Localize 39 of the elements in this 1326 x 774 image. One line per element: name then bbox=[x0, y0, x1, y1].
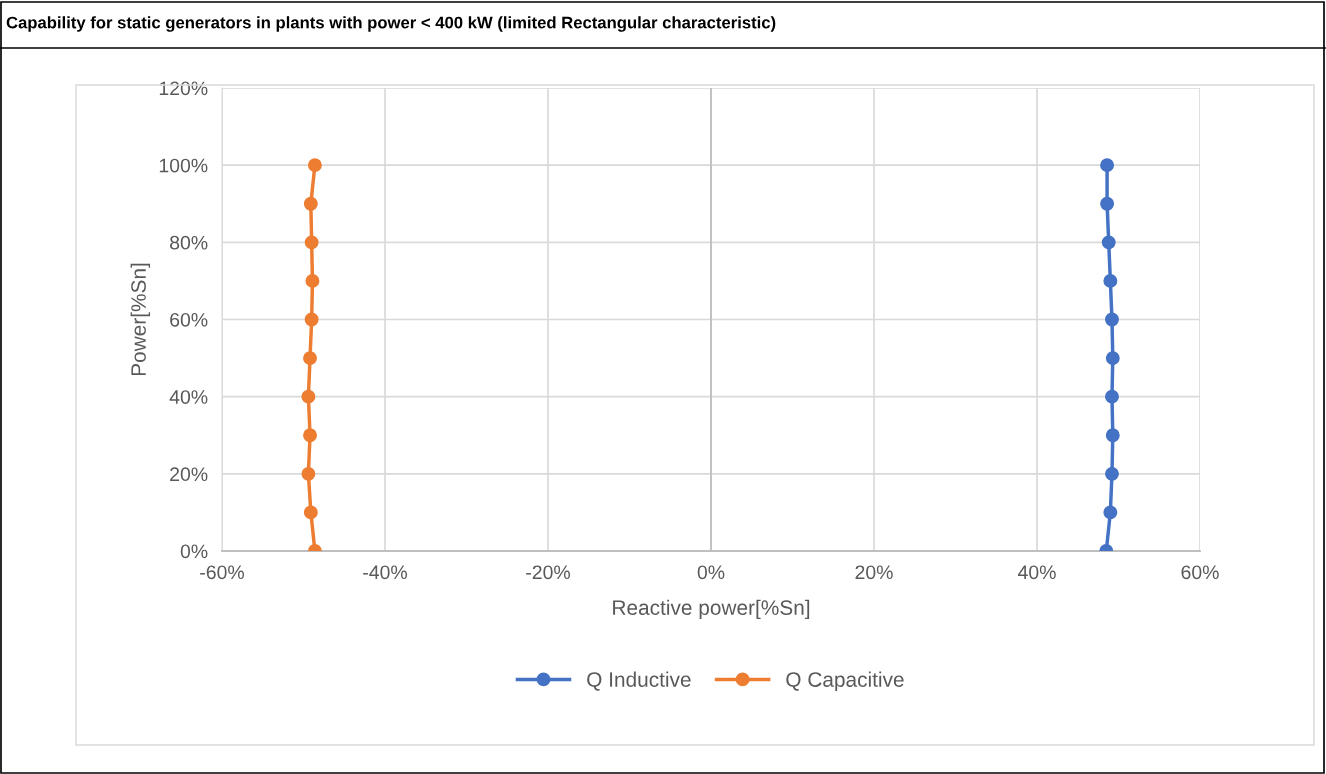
point bbox=[1103, 505, 1118, 520]
point bbox=[1105, 428, 1120, 443]
point bbox=[307, 158, 322, 173]
y-tick-label: 0% bbox=[180, 544, 208, 559]
point bbox=[301, 389, 316, 404]
point bbox=[1100, 196, 1115, 211]
y-tick-label: 120% bbox=[159, 81, 208, 96]
y-axis-title: Power[%Sn] bbox=[130, 263, 151, 376]
y-tick-label: 80% bbox=[170, 235, 208, 250]
x-tick-label: 40% bbox=[1017, 565, 1056, 580]
x-tick-label: -40% bbox=[363, 565, 408, 580]
chart-title: Capability for static generators in plants with power < 400 kW (limited Rectangular characteristic) bbox=[6, 16, 776, 32]
point bbox=[1105, 389, 1119, 404]
y-tick-label: 100% bbox=[159, 158, 208, 173]
point bbox=[1101, 235, 1116, 250]
point bbox=[303, 196, 318, 211]
x-tick-label: 20% bbox=[855, 565, 893, 580]
legend-label: Q Inductive bbox=[587, 671, 691, 691]
point bbox=[301, 466, 316, 481]
y-tick-label: 60% bbox=[170, 312, 208, 327]
x-tick-label: -60% bbox=[200, 565, 245, 580]
point bbox=[1105, 312, 1119, 327]
point bbox=[303, 505, 318, 520]
point bbox=[303, 351, 317, 366]
point bbox=[1103, 273, 1118, 288]
y-tick-label: 40% bbox=[169, 390, 208, 404]
legend-label: Q Capacitive bbox=[786, 671, 904, 692]
point bbox=[1105, 351, 1120, 366]
point bbox=[1105, 466, 1119, 481]
point bbox=[1100, 158, 1115, 173]
x-tick-label: 0% bbox=[697, 565, 725, 580]
point bbox=[304, 235, 319, 250]
point bbox=[305, 273, 320, 288]
x-axis-title: Reactive power[%Sn] bbox=[613, 599, 810, 620]
x-tick-label: 60% bbox=[1181, 565, 1219, 580]
y-tick-label: 20% bbox=[170, 467, 208, 482]
point bbox=[304, 312, 319, 327]
point bbox=[303, 428, 317, 443]
x-tick-label: -20% bbox=[526, 565, 571, 580]
